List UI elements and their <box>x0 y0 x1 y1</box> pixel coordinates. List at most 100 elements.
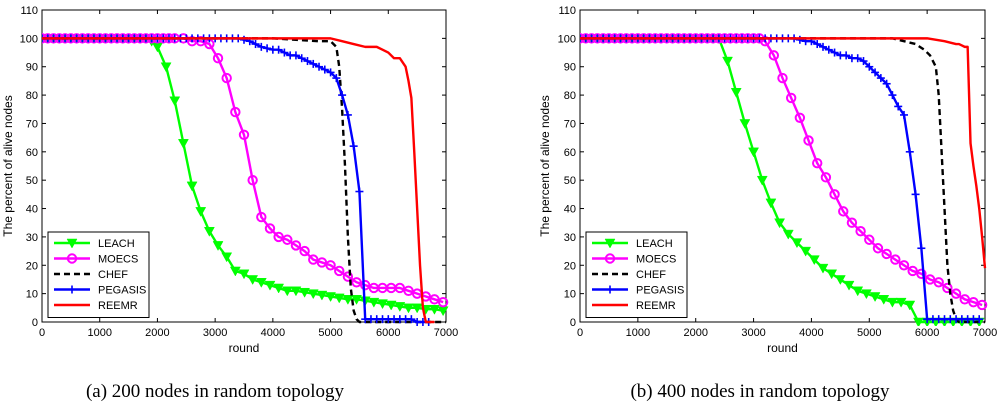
data-point-leach <box>290 286 302 297</box>
data-point-leach <box>160 62 172 73</box>
data-point-leach <box>351 295 362 305</box>
legend-marker-pegasis <box>68 285 76 294</box>
y-tick-label: 20 <box>564 260 576 272</box>
data-point-moecs <box>334 265 345 277</box>
data-point-leach <box>411 303 423 314</box>
legend-entry-chef: CHEF <box>54 269 128 281</box>
data-point-leach <box>834 275 846 285</box>
data-point-leach <box>238 269 250 280</box>
data-point-pegasis <box>240 35 248 44</box>
legend-entry-reemr: REEMR <box>592 300 676 312</box>
data-point-moecs <box>351 277 362 288</box>
data-point-moecs <box>907 265 918 277</box>
data-point-moecs <box>924 274 936 285</box>
y-tick-label: 30 <box>564 232 576 244</box>
data-point-pegasis <box>315 62 324 71</box>
data-point-leach <box>368 297 380 308</box>
y-tick-label: 100 <box>20 33 38 45</box>
data-point-moecs <box>437 296 449 308</box>
data-point-leach <box>826 269 838 280</box>
y-tick-label: 80 <box>564 90 576 102</box>
data-point-leach <box>730 88 742 98</box>
data-point-pegasis <box>824 45 833 54</box>
data-point-pegasis <box>291 51 300 60</box>
data-point-moecs <box>290 240 302 251</box>
data-point-moecs <box>976 299 988 311</box>
data-point-moecs <box>238 129 250 141</box>
legend-label: MOECS <box>636 254 676 266</box>
data-point-moecs <box>299 245 310 257</box>
legend: LEACH MOECS CHEF PEGASIS REEMR <box>585 231 688 318</box>
plot-series <box>580 33 988 326</box>
y-axis-label: The percent of alive nodes <box>538 95 552 236</box>
x-tick-label: 3000 <box>203 327 227 339</box>
legend-entry-moecs: MOECS <box>592 253 676 266</box>
x-tick-label: 5000 <box>318 327 342 339</box>
data-point-leach <box>342 295 354 305</box>
legend-entry-chef: CHEF <box>592 269 666 281</box>
data-point-moecs <box>394 282 406 294</box>
data-point-leach <box>904 300 916 311</box>
data-point-leach <box>800 246 812 257</box>
figure-caption: (b) 400 nodes in random topology <box>630 381 890 402</box>
data-point-leach <box>403 303 414 314</box>
data-point-leach <box>429 304 440 315</box>
legend-label: CHEF <box>98 269 128 281</box>
x-tick-label: 6000 <box>376 327 400 339</box>
data-point-leach <box>273 283 285 294</box>
data-point-pegasis <box>320 65 329 74</box>
y-tick-label: 70 <box>564 118 576 130</box>
data-point-moecs <box>316 257 328 268</box>
data-point-leach <box>843 280 855 291</box>
data-point-pegasis <box>349 142 358 151</box>
data-point-moecs <box>864 234 875 245</box>
legend-marker-pegasis <box>606 285 614 294</box>
data-point-pegasis <box>876 74 885 83</box>
legend-entry-leach: LEACH <box>592 238 673 250</box>
legend-label: LEACH <box>98 238 135 250</box>
series-line-reemr <box>42 37 435 324</box>
y-tick-label: 50 <box>564 175 576 187</box>
data-point-pegasis <box>795 35 804 44</box>
x-axis-label: round <box>767 341 798 355</box>
data-point-pegasis <box>905 147 914 156</box>
data-point-pegasis <box>911 190 920 199</box>
data-point-pegasis <box>894 102 903 111</box>
data-point-moecs <box>829 189 840 200</box>
data-point-leach <box>333 293 345 304</box>
data-point-moecs <box>273 231 284 243</box>
data-point-pegasis <box>819 42 827 51</box>
chart-b: 0 1000 2000 3000 4000 5000 6000 7000 0 10 20 30 40 50… <box>538 5 997 402</box>
data-point-pegasis <box>813 40 822 49</box>
x-tick-label: 2000 <box>683 327 707 339</box>
legend-entry-pegasis: PEGASIS <box>592 285 684 297</box>
data-point-pegasis <box>871 68 880 77</box>
data-point-pegasis <box>274 45 283 54</box>
data-point-leach <box>748 147 759 158</box>
data-point-pegasis <box>917 244 926 253</box>
legend-marker-leach <box>604 238 616 249</box>
data-point-moecs <box>968 296 979 308</box>
data-point-pegasis <box>251 40 260 49</box>
y-tick-label: 40 <box>26 204 38 216</box>
data-point-moecs <box>846 217 858 228</box>
legend-label: MOECS <box>98 254 138 266</box>
data-point-moecs <box>820 172 832 183</box>
data-point-moecs <box>256 211 267 223</box>
y-tick-label: 60 <box>564 147 576 159</box>
data-point-leach <box>247 275 259 285</box>
data-point-moecs <box>768 50 780 61</box>
x-tick-label: 4000 <box>799 327 823 339</box>
x-axis-label: round <box>229 341 260 355</box>
data-point-moecs <box>881 248 892 260</box>
y-tick-label: 0 <box>32 317 38 329</box>
legend-marker-leach <box>66 238 78 249</box>
y-tick-label: 20 <box>26 260 38 272</box>
data-point-leach <box>895 297 907 308</box>
data-point-moecs <box>264 223 276 234</box>
legend-entry-leach: LEACH <box>54 238 135 250</box>
y-tick-label: 110 <box>558 5 576 17</box>
x-tick-label: 3000 <box>741 327 765 339</box>
data-point-moecs <box>308 254 319 265</box>
data-point-moecs <box>812 157 823 169</box>
